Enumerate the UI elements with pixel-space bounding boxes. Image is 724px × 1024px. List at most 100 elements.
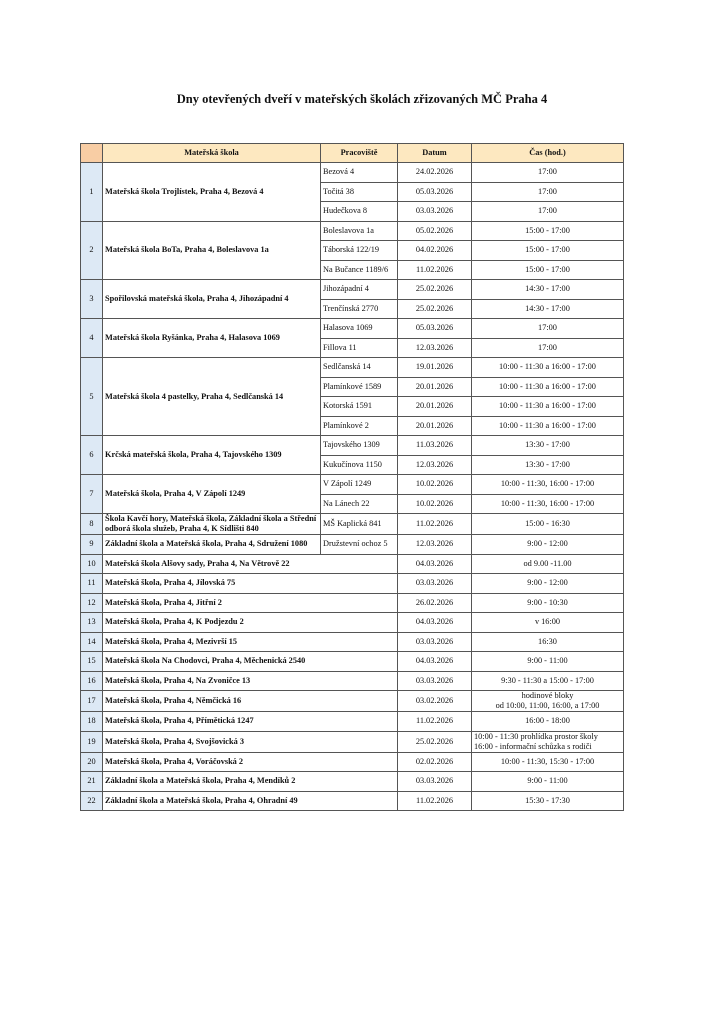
date: 03.03.2026: [397, 771, 472, 792]
school-name: Mateřská škola Alšovy sady, Praha 4, Na …: [102, 553, 398, 574]
time: 9:00 - 12:00: [471, 534, 624, 555]
open-days-table: Mateřská škola Pracoviště Datum Čas (hod…: [80, 143, 624, 811]
time: 15:00 - 17:00: [471, 220, 624, 241]
header-date: Datum: [397, 143, 472, 163]
row-number: 15: [80, 651, 103, 672]
table-row: 16 Mateřská škola, Praha 4, Na Zvoničce 1…: [80, 670, 624, 691]
workplace: Na Bučance 1189/6: [320, 259, 398, 280]
time: 17:00: [471, 181, 624, 202]
time: 17:00: [471, 201, 624, 222]
workplace: Boleslavova 1a: [320, 220, 398, 241]
row-number: 1: [80, 162, 103, 222]
date: 24.02.2026: [397, 162, 472, 183]
date: 11.02.2026: [397, 790, 472, 811]
table-row: Na Lánech 22 10.02.2026 10:00 - 11:30, 16:…: [81, 493, 624, 514]
row-number: 20: [80, 751, 103, 772]
school-name: Mateřská škola, Praha 4, V Zápolí 1249: [102, 474, 321, 514]
row-number: 16: [80, 670, 103, 691]
school-name: Mateřská škola, Praha 4, Svojšovická 3: [102, 730, 398, 753]
table-row: 10 Mateřská škola Alšovy sady, Praha 4, N…: [80, 553, 624, 574]
row-number: 8: [80, 513, 103, 535]
row-number: 22: [80, 790, 103, 811]
row-number: 21: [80, 771, 103, 792]
school-name: Krčská mateřská škola, Praha 4, Tajovské…: [102, 435, 321, 475]
time: 15:00 - 17:00: [471, 259, 624, 280]
time: 9:00 - 11:00: [471, 771, 624, 792]
date: 05.03.2026: [397, 181, 472, 202]
row-number: 11: [80, 573, 103, 594]
time: 10:00 - 11:30 a 16:00 - 17:00: [471, 376, 624, 397]
date: 02.02.2026: [397, 751, 472, 772]
time: 9:00 - 12:00: [471, 573, 624, 594]
date: 12.03.2026: [397, 534, 472, 555]
school-name: Mateřská škola, Praha 4, Voráčovská 2: [102, 751, 398, 772]
workplace: Točitá 38: [320, 181, 398, 202]
time: 13:30 - 17:00: [471, 454, 624, 475]
workplace: Družstevní ochoz 5: [320, 534, 398, 555]
table-row: 7 Mateřská škola, Praha 4, V Zápolí 1249 V…: [80, 474, 624, 514]
date: 25.02.2026: [397, 730, 472, 753]
workplace: Sedlčanská 14: [320, 357, 398, 378]
date: 05.02.2026: [397, 220, 472, 241]
time: 14:30 - 17:00: [471, 279, 624, 300]
table-row: Táborská 122/19 04.02.2026 15:00 - 17:00: [81, 240, 624, 261]
school-name: Mateřská škola, Praha 4, Přímětická 1247: [102, 711, 398, 732]
time: 17:00: [471, 337, 624, 358]
time: 9:30 - 11:30 a 15:00 - 17:00: [471, 670, 624, 691]
workplace: Plamínkové 1589: [320, 376, 398, 397]
school-name: Mateřská škola Trojlístek, Praha 4, Bezo…: [102, 162, 321, 222]
table-row: 6 Krčská mateřská škola, Praha 4, Tajovsk…: [80, 435, 624, 475]
school-name: Mateřská škola BoTa, Praha 4, Boleslavov…: [102, 220, 321, 280]
school-name: Mateřská škola 4 pastelky, Praha 4, Sedl…: [102, 357, 321, 436]
date: 19.01.2026: [397, 357, 472, 378]
row-number: 3: [80, 279, 103, 319]
workplace: Kotorská 1591: [320, 396, 398, 417]
date: 25.02.2026: [397, 279, 472, 300]
table-row: Kotorská 1591 20.01.2026 10:00 - 11:30 a 1…: [81, 396, 624, 417]
workplace: Táborská 122/19: [320, 240, 398, 261]
school-name: Škola Kavčí hory, Mateřská škola, Základ…: [102, 513, 321, 535]
date: 05.03.2026: [397, 318, 472, 339]
date: 12.03.2026: [397, 337, 472, 358]
time: 10:00 - 11:30 a 16:00 - 17:00: [471, 396, 624, 417]
date: 12.03.2026: [397, 454, 472, 475]
date: 11.02.2026: [397, 711, 472, 732]
time: 9:00 - 10:30: [471, 592, 624, 613]
time: v 16:00: [471, 612, 624, 633]
date: 03.03.2026: [397, 631, 472, 652]
table-row: Na Bučance 1189/6 11.02.2026 15:00 - 17:00: [81, 259, 624, 280]
date: 25.02.2026: [397, 298, 472, 319]
school-name: Mateřská škola, Praha 4, Němčická 16: [102, 690, 398, 712]
time: 13:30 - 17:00: [471, 435, 624, 456]
time: 10:00 - 11:30, 16:00 - 17:00: [471, 474, 624, 495]
header-school: Mateřská škola: [102, 143, 321, 163]
date: 11.02.2026: [397, 513, 472, 535]
table-row: 12 Mateřská škola, Praha 4, Jitřní 2 26.02…: [80, 592, 624, 613]
time: 9:00 - 11:00: [471, 651, 624, 672]
time: 10:00 - 11:30 a 16:00 - 17:00: [471, 357, 624, 378]
school-name: Základní škola a Mateřská škola, Praha 4…: [102, 771, 398, 792]
school-name: Mateřská škola Na Chodovci, Praha 4, Měc…: [102, 651, 398, 672]
time: 15:00 - 16:30: [471, 513, 624, 535]
row-number: 14: [80, 631, 103, 652]
header-number: [80, 143, 103, 163]
table-row: 8 Škola Kavčí hory, Mateřská škola, Zákla…: [80, 513, 624, 535]
row-number: 4: [80, 318, 103, 358]
date: 03.03.2026: [397, 670, 472, 691]
workplace: Halasova 1069: [320, 318, 398, 339]
row-number: 13: [80, 612, 103, 633]
school-name: Základní škola a Mateřská škola, Praha 4…: [102, 790, 398, 811]
school-name: Spořilovská mateřská škola, Praha 4, Jih…: [102, 279, 321, 319]
table-row: 17 Mateřská škola, Praha 4, Němčická 16 03…: [80, 690, 624, 712]
table-header-row: Mateřská škola Pracoviště Datum Čas (hod…: [80, 143, 624, 163]
workplace: Tajovského 1309: [320, 435, 398, 456]
time: 16:30: [471, 631, 624, 652]
date: 03.03.2026: [397, 201, 472, 222]
table-row: 22 Základní škola a Mateřská škola, Praha…: [80, 790, 624, 811]
table-row: 4 Mateřská škola Ryšánka, Praha 4, Halaso…: [80, 318, 624, 358]
school-name: Mateřská škola, Praha 4, Na Zvoničce 13: [102, 670, 398, 691]
table-row: Plamínkové 1589 20.01.2026 10:00 - 11:30 a…: [81, 376, 624, 397]
row-number: 6: [80, 435, 103, 475]
date: 26.02.2026: [397, 592, 472, 613]
